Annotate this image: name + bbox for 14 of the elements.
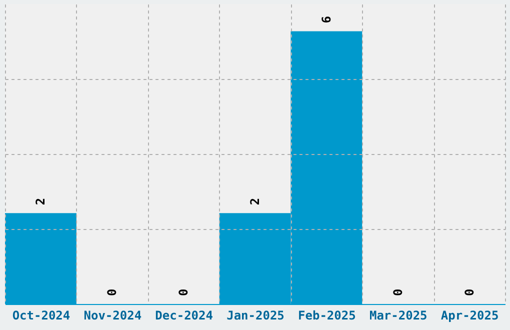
x-tick-label: Jan-2025 xyxy=(226,308,284,322)
data-label: 0 xyxy=(105,288,120,296)
data-label: 6 xyxy=(319,16,334,24)
x-tick-label: Apr-2025 xyxy=(440,308,499,322)
x-tick-label: Nov-2024 xyxy=(84,308,142,322)
data-label: 0 xyxy=(176,288,191,296)
data-label: 0 xyxy=(462,288,476,296)
x-tick-label: Mar-2025 xyxy=(369,308,428,322)
x-tick-label: Feb-2025 xyxy=(298,308,356,322)
data-label: 0 xyxy=(390,288,405,296)
data-label: 2 xyxy=(34,198,48,206)
x-tick-label: Dec-2024 xyxy=(155,308,213,322)
data-label: 2 xyxy=(248,198,262,206)
x-tick-label: Oct-2024 xyxy=(12,308,70,322)
